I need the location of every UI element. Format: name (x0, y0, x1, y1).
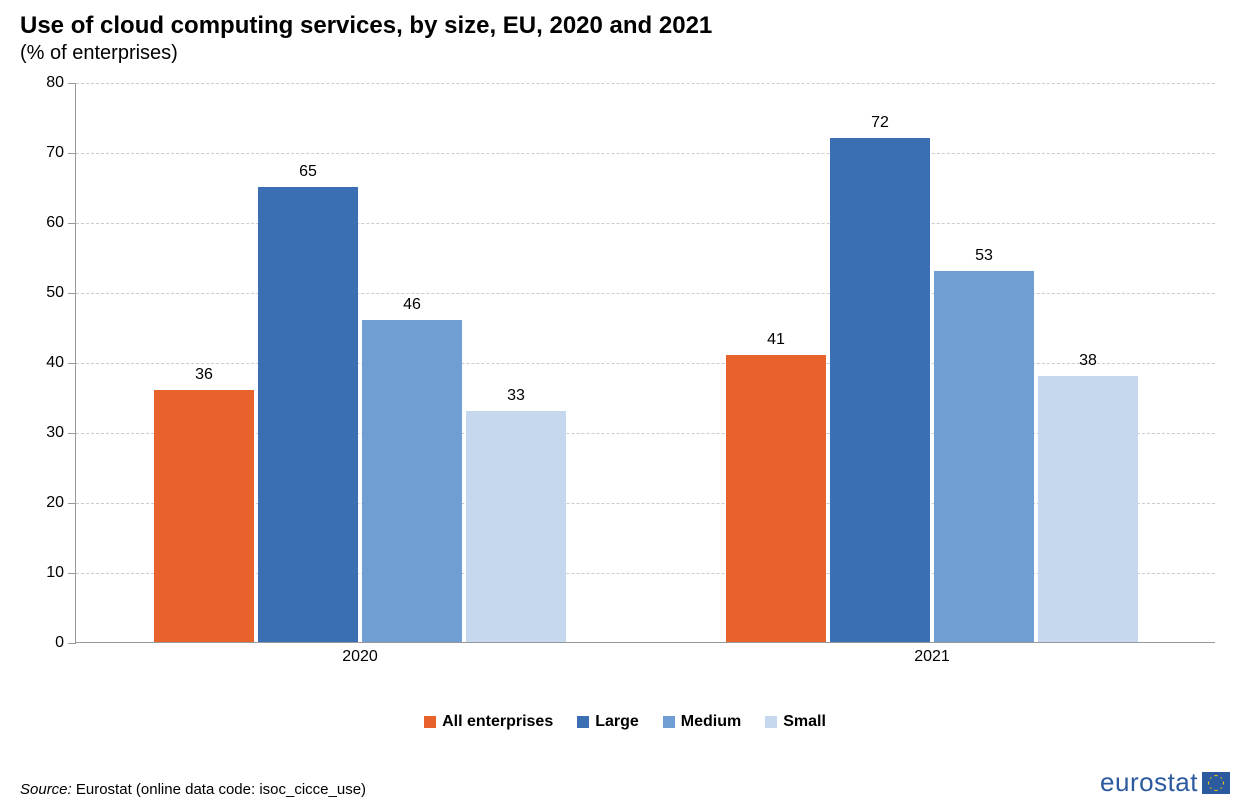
source-line: Source: Eurostat (online data code: isoc… (20, 781, 366, 798)
chart-title: Use of cloud computing services, by size… (20, 12, 1230, 40)
bar: 33 (466, 411, 566, 642)
legend-item: All enterprises (424, 713, 553, 731)
legend-item: Large (577, 713, 639, 731)
bar-value-label: 65 (299, 163, 317, 181)
legend-swatch (424, 716, 436, 728)
bar: 36 (154, 390, 254, 642)
bar: 65 (258, 187, 358, 642)
bar-value-label: 53 (975, 247, 993, 265)
y-axis-label: 20 (46, 494, 64, 512)
legend-swatch (663, 716, 675, 728)
bar: 72 (830, 138, 930, 642)
y-tick (68, 293, 76, 294)
bar: 38 (1038, 376, 1138, 642)
legend-item: Medium (663, 713, 741, 731)
y-tick (68, 433, 76, 434)
source-text: Eurostat (online data code: isoc_cicce_u… (76, 781, 366, 798)
legend-swatch (577, 716, 589, 728)
x-axis-label: 2021 (914, 648, 950, 666)
legend-label: All enterprises (442, 713, 553, 731)
bar-value-label: 36 (195, 366, 213, 384)
bar-value-label: 72 (871, 114, 889, 132)
bar-value-label: 33 (507, 387, 525, 405)
y-axis-label: 80 (46, 74, 64, 92)
legend-swatch (765, 716, 777, 728)
legend-label: Small (783, 713, 826, 731)
y-axis-label: 70 (46, 144, 64, 162)
legend: All enterprises Large Medium Small (20, 713, 1230, 733)
chart-subtitle: (% of enterprises) (20, 42, 1230, 65)
gridline (76, 153, 1215, 154)
gridline (76, 293, 1215, 294)
y-tick (68, 223, 76, 224)
y-tick (68, 363, 76, 364)
y-axis-label: 40 (46, 354, 64, 372)
y-axis-label: 60 (46, 214, 64, 232)
y-tick (68, 643, 76, 644)
x-axis-label: 2020 (342, 648, 378, 666)
bar-value-label: 46 (403, 296, 421, 314)
y-axis-label: 0 (55, 634, 64, 652)
chart-area: 0102030405060708020203665463320214172533… (20, 73, 1220, 673)
y-tick (68, 573, 76, 574)
bar-value-label: 38 (1079, 352, 1097, 370)
bar: 46 (362, 320, 462, 642)
legend-item: Small (765, 713, 826, 731)
plot-region: 0102030405060708020203665463320214172533… (75, 83, 1215, 643)
y-tick (68, 83, 76, 84)
bar: 41 (726, 355, 826, 642)
bar-value-label: 41 (767, 331, 785, 349)
eu-flag-icon (1202, 772, 1230, 794)
legend-label: Large (595, 713, 639, 731)
bar: 53 (934, 271, 1034, 642)
y-axis-label: 50 (46, 284, 64, 302)
gridline (76, 83, 1215, 84)
y-axis-label: 30 (46, 424, 64, 442)
y-axis-label: 10 (46, 564, 64, 582)
legend-label: Medium (681, 713, 741, 731)
y-tick (68, 153, 76, 154)
y-tick (68, 503, 76, 504)
gridline (76, 363, 1215, 364)
eurostat-logo: eurostat (1100, 767, 1230, 798)
gridline (76, 223, 1215, 224)
eurostat-logo-text: eurostat (1100, 767, 1198, 798)
source-label: Source: (20, 781, 72, 798)
